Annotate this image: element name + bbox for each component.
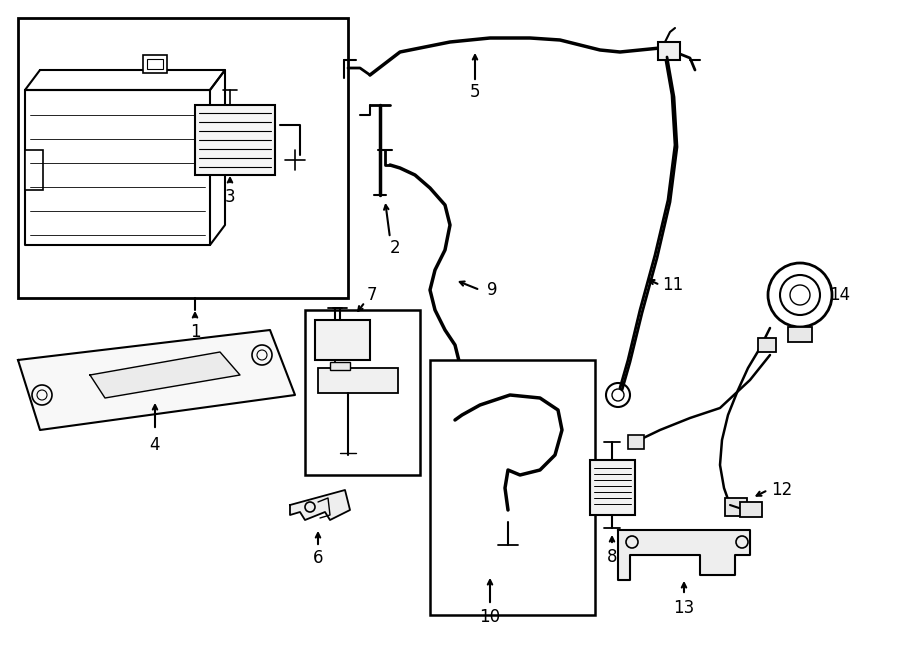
Polygon shape bbox=[90, 352, 240, 398]
Bar bbox=[25, 150, 43, 190]
Bar bbox=[147, 59, 163, 69]
Polygon shape bbox=[618, 530, 750, 580]
Bar bbox=[658, 42, 680, 60]
Text: 3: 3 bbox=[225, 188, 235, 206]
Bar bbox=[590, 460, 635, 515]
Bar bbox=[315, 320, 370, 360]
Text: 8: 8 bbox=[607, 548, 617, 566]
Bar bbox=[305, 310, 420, 475]
Text: 10: 10 bbox=[480, 608, 500, 626]
Bar bbox=[758, 338, 776, 352]
Text: 7: 7 bbox=[367, 286, 377, 304]
Bar bbox=[430, 360, 595, 615]
Polygon shape bbox=[290, 490, 350, 520]
Polygon shape bbox=[18, 330, 295, 430]
Bar bbox=[195, 105, 275, 175]
Text: 4: 4 bbox=[149, 436, 160, 454]
Bar bbox=[143, 55, 167, 73]
Text: 2: 2 bbox=[390, 239, 400, 257]
Bar bbox=[628, 435, 644, 449]
Bar bbox=[330, 362, 350, 370]
Bar bbox=[788, 327, 812, 342]
Text: 1: 1 bbox=[190, 323, 201, 341]
Bar bbox=[18, 18, 348, 298]
Bar bbox=[318, 368, 398, 393]
Text: 14: 14 bbox=[830, 286, 850, 304]
Text: 13: 13 bbox=[673, 599, 695, 617]
Text: 6: 6 bbox=[313, 549, 323, 567]
Text: 9: 9 bbox=[487, 281, 497, 299]
Bar bbox=[725, 498, 747, 516]
Bar bbox=[740, 502, 762, 517]
Text: 5: 5 bbox=[470, 83, 481, 101]
Text: 12: 12 bbox=[771, 481, 793, 499]
Text: 11: 11 bbox=[662, 276, 684, 294]
